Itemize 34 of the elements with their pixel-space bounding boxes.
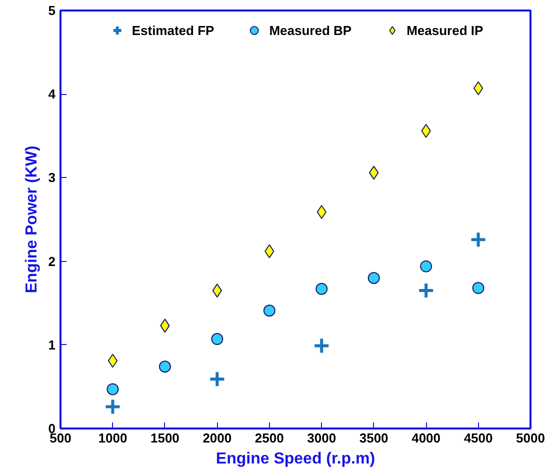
x-tick-label: 1000 bbox=[98, 430, 128, 446]
point bbox=[158, 360, 171, 373]
y-tick-label: 2 bbox=[48, 254, 56, 269]
x-tick-label: 4500 bbox=[464, 430, 493, 446]
x-tick-label: 3500 bbox=[359, 430, 388, 446]
y-tick-label: 1 bbox=[48, 337, 56, 352]
x-tick-label: 1500 bbox=[150, 430, 180, 446]
point bbox=[470, 231, 487, 248]
point bbox=[368, 272, 380, 284]
legend-label: Estimated FP bbox=[132, 22, 214, 38]
x-tick-label: 2000 bbox=[202, 430, 232, 446]
point bbox=[208, 370, 226, 388]
point bbox=[106, 383, 119, 396]
y-axis-title: Engine Power (KW) bbox=[23, 146, 40, 294]
point bbox=[316, 282, 328, 295]
point bbox=[313, 337, 330, 354]
point bbox=[473, 81, 484, 96]
x-axis-title: Engine Speed (r.p.m) bbox=[216, 450, 376, 468]
y-tick-label: 3 bbox=[48, 170, 56, 186]
legend-label: Measured IP bbox=[406, 22, 484, 38]
point bbox=[108, 354, 118, 368]
x-tick-label: 4000 bbox=[412, 430, 441, 446]
point bbox=[263, 304, 276, 317]
point bbox=[418, 282, 435, 300]
point bbox=[211, 333, 224, 346]
legend-label: Measured BP bbox=[269, 22, 352, 38]
point bbox=[472, 282, 484, 294]
x-tick-label: 2500 bbox=[254, 430, 284, 446]
y-tick-label: 5 bbox=[48, 3, 56, 18]
x-tick-label: 5000 bbox=[516, 430, 545, 446]
x-tick-label: 3000 bbox=[307, 430, 336, 446]
point bbox=[420, 260, 432, 272]
point bbox=[104, 398, 122, 416]
y-tick-label: 4 bbox=[48, 86, 56, 102]
